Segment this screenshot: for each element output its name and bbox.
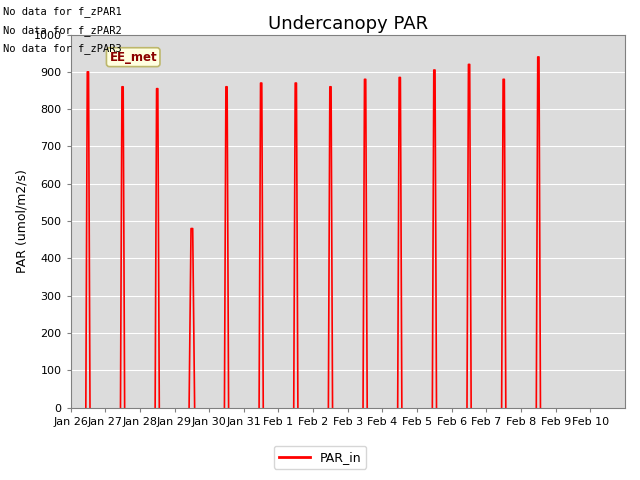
Text: No data for f_zPAR3: No data for f_zPAR3 <box>3 43 122 54</box>
Text: No data for f_zPAR1: No data for f_zPAR1 <box>3 6 122 17</box>
Y-axis label: PAR (umol/m2/s): PAR (umol/m2/s) <box>15 169 28 273</box>
Legend: PAR_in: PAR_in <box>273 446 367 469</box>
Title: Undercanopy PAR: Undercanopy PAR <box>268 15 428 33</box>
Text: No data for f_zPAR2: No data for f_zPAR2 <box>3 24 122 36</box>
Text: EE_met: EE_met <box>109 51 157 64</box>
